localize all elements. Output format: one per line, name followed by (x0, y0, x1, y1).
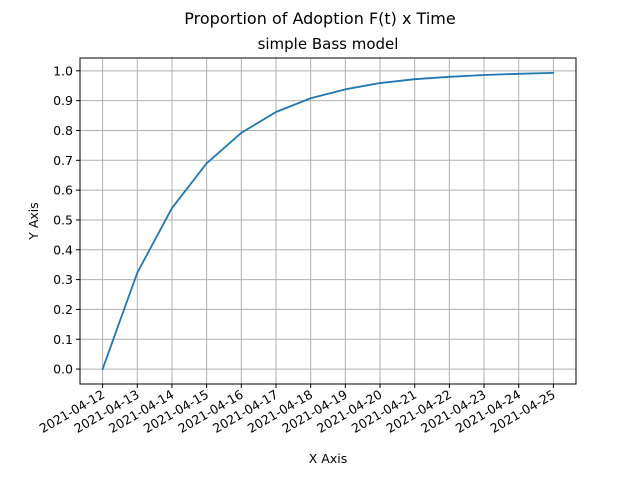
y-tick-label: 1.0 (53, 63, 73, 78)
y-axis-label: Y Axis (26, 202, 41, 241)
y-tick-label: 0.3 (53, 272, 73, 287)
chart-subtitle: simple Bass model (258, 35, 399, 53)
y-tick-label: 0.6 (53, 183, 73, 198)
y-tick-label: 0.7 (53, 153, 73, 168)
y-tick-label: 0.9 (53, 93, 73, 108)
plot-frame (79, 57, 577, 385)
series-line (101, 72, 555, 370)
chart-title: Proportion of Adoption F(t) x Time (184, 9, 455, 28)
x-axis-label: X Axis (309, 451, 347, 466)
plot-area (101, 72, 555, 370)
y-tick-label: 0.2 (53, 302, 73, 317)
y-tick-label: 0.8 (53, 123, 73, 138)
grid (80, 58, 576, 384)
y-tick-label: 0.4 (53, 242, 73, 257)
y-tick-label: 0.1 (53, 332, 73, 347)
y-tick-label: 0.5 (53, 212, 73, 227)
y-tick-label: 0.0 (53, 362, 73, 377)
